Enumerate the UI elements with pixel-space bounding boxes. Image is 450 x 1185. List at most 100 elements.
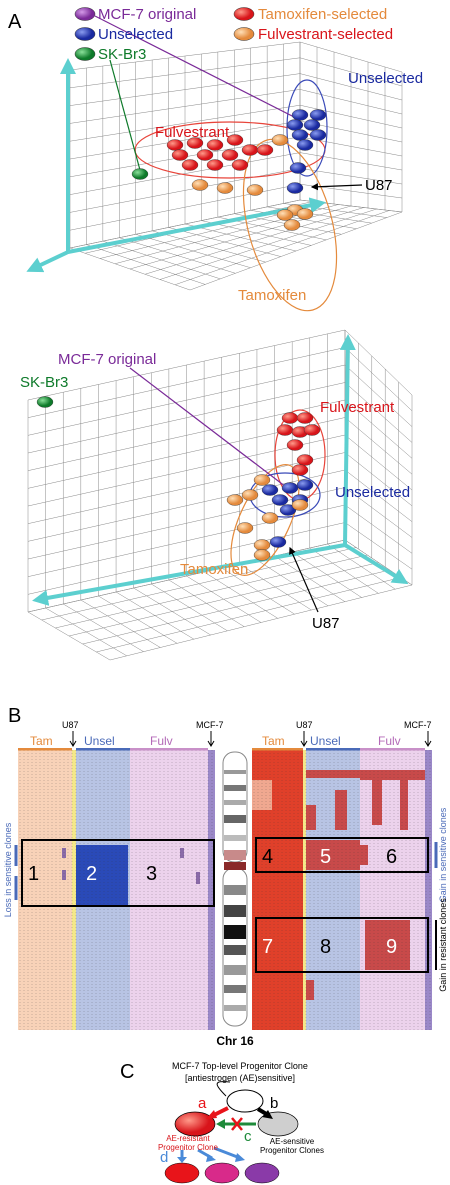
box-number: 9: [386, 936, 397, 958]
heat-block: [425, 750, 432, 1030]
cluster-dot: [289, 162, 307, 174]
chromosome-band: [224, 985, 246, 993]
diagram-title: MCF-7 Top-level Progenitor Clone: [172, 1061, 308, 1071]
marker-label: U87: [62, 720, 79, 730]
cluster-dot: [166, 139, 184, 151]
lineage-diagram: [164, 1081, 299, 1184]
heat-block: [18, 750, 72, 1030]
cluster-dot: [309, 129, 327, 141]
cluster-label: Tamoxifen: [180, 561, 248, 578]
heat-block: [76, 748, 130, 751]
heat-block: [130, 750, 208, 1030]
arrow: [206, 1110, 217, 1119]
cluster-dot: [296, 454, 314, 466]
group-label: Tam: [30, 734, 53, 748]
legend-item: Unselected: [98, 26, 173, 43]
heatmaps: [14, 731, 438, 1030]
cluster-dot: [291, 499, 309, 511]
cluster-dot: [181, 159, 199, 171]
cluster-dot: [216, 182, 234, 194]
cluster-label: Unselected: [335, 484, 410, 501]
cluster-outline: [230, 464, 300, 576]
clone-label: Progenitor Clones: [260, 1146, 324, 1155]
diagram-title: [antiestrogen (AE)sensitive]: [185, 1073, 295, 1083]
cluster-dot: [196, 149, 214, 161]
marker-label: U87: [296, 720, 313, 730]
chromosome-band: [224, 785, 246, 791]
heat-block: [255, 837, 429, 873]
cluster-dot: [221, 149, 239, 161]
chromosome-label: Chr 16: [216, 1034, 254, 1048]
arrow-label: a: [198, 1095, 207, 1112]
arrow: [216, 1119, 225, 1129]
cluster-dot: [271, 134, 289, 146]
chromosome-band: [224, 965, 246, 975]
panel-label: B: [8, 705, 21, 727]
cluster-label: Fulvestrant: [155, 124, 230, 141]
cluster-label: Tamoxifen: [238, 287, 306, 304]
axis-arrow: [26, 250, 69, 273]
chromosome-band: [224, 835, 246, 841]
heat-block: [196, 872, 200, 884]
arrow-label: c: [244, 1128, 252, 1145]
marker-arrow: [300, 731, 308, 747]
heat-block: [18, 748, 72, 751]
cluster-dot: [276, 209, 294, 221]
panel-label: C: [120, 1061, 134, 1083]
heat-block: [365, 920, 410, 970]
heat-block: [62, 870, 66, 880]
clone-label: Progenitor Clone: [158, 1143, 219, 1152]
marker-arrow: [424, 731, 432, 747]
heat-block: [306, 770, 360, 778]
box-number: 1: [28, 863, 39, 885]
legend-item: MCF-7 original: [98, 6, 196, 23]
legend-item: SK-Br3: [98, 46, 146, 63]
heat-block: [400, 780, 408, 830]
leader-line: [109, 59, 141, 171]
cluster-dot: [303, 119, 321, 131]
chromosome: [222, 751, 248, 863]
leader-line: [129, 367, 291, 491]
heat-block: [372, 780, 382, 825]
cluster-dot: [253, 474, 271, 486]
group-label: Fulv: [150, 734, 173, 748]
grid-layer: [26, 41, 413, 661]
leader-line: [289, 546, 319, 613]
cluster-dot: [236, 522, 254, 534]
heat-block: [306, 750, 360, 1030]
cluster-outline: [286, 79, 328, 177]
cluster-dot: [276, 424, 294, 436]
cluster-dot: [241, 144, 259, 156]
leader-line: [310, 183, 363, 191]
cluster-dot: [131, 168, 149, 180]
box-number: 3: [146, 863, 157, 885]
side-label: Loss in sensitive clones: [3, 822, 13, 917]
legend-item: Tamoxifen-selected: [258, 6, 387, 23]
heat-block: [306, 748, 360, 751]
box-number: 4: [262, 846, 273, 868]
cluster-label: MCF-7 original: [58, 351, 156, 368]
chromosome-band: [224, 905, 246, 917]
legend: MCF-7 original Unselected SK-Br3 Tamoxif…: [98, 6, 393, 63]
cluster-dot: [303, 424, 321, 436]
heat-block: [360, 750, 425, 1030]
cluster-dot: [286, 439, 304, 451]
marker-label: MCF-7: [404, 720, 432, 730]
group-label: Fulv: [378, 734, 401, 748]
box-number: 6: [386, 846, 397, 868]
cluster-dot: [281, 482, 299, 494]
legend-swatch: [74, 7, 96, 21]
cluster-dot: [296, 479, 314, 491]
clone: [226, 1089, 264, 1113]
heat-block: [360, 770, 425, 780]
chromosome-band: [224, 925, 246, 939]
cluster-dot: [279, 504, 297, 516]
cluster-dot: [291, 109, 309, 121]
chromosome-band: [224, 1005, 246, 1011]
clone: [174, 1111, 216, 1137]
plot-layer: [36, 7, 363, 613]
chromosome-band: [224, 885, 246, 895]
arrow: [216, 1081, 231, 1097]
chromosome-band: [224, 770, 246, 774]
side-label: Gain in sensitive clones: [438, 807, 448, 902]
